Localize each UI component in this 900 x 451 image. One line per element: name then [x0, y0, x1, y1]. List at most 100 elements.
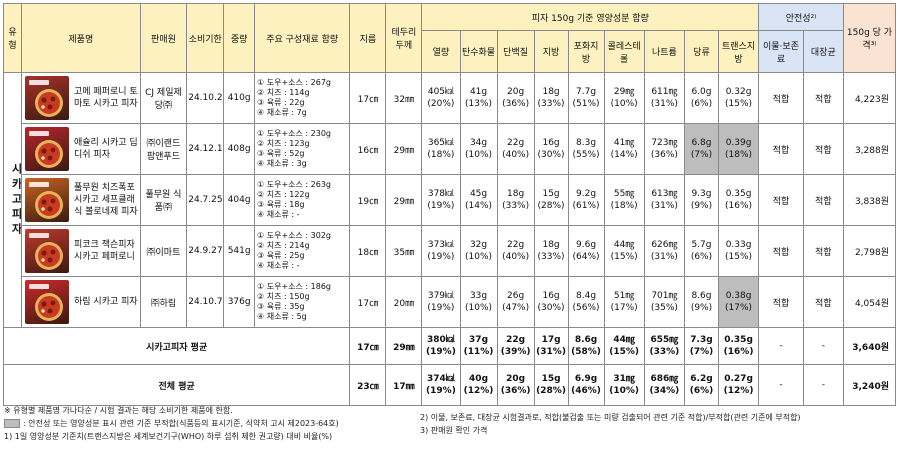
total-cal: 374㎉ (19%) [421, 364, 461, 406]
diameter: 17㎝ [349, 72, 387, 124]
nutrient-sugar: 6.8g (7%) [684, 123, 719, 175]
nutrient-sodium: 723㎎ (36%) [643, 123, 686, 175]
expiry: 24.9.27. [186, 225, 225, 277]
nutrient-cal: 373㎉ (19%) [421, 225, 461, 277]
nutrient-trans: 0.38g (17%) [717, 276, 760, 328]
header-ingredients: 주요 구성재료 함량 [254, 3, 351, 73]
product-name-cell: 피코크 잭슨피자 시카고 페퍼로니 [21, 225, 141, 277]
weight: 541g [223, 225, 256, 277]
ingredient-line: ③ 육류 : 25g [257, 251, 305, 260]
nutrient-carb: 32g (10%) [459, 225, 498, 277]
crust: 32㎜ [385, 72, 423, 124]
header-calories: 열량 [421, 30, 461, 73]
weight: 410g [223, 72, 256, 124]
header-sodium: 나트륨 [643, 30, 686, 73]
note-3: 3) 판매원 확인 가격 [420, 426, 488, 435]
nutrient-sat: 9.2g (61%) [567, 174, 605, 226]
ingredient-line: ① 도우+소스 : 230g [257, 129, 332, 138]
nutrient-sodium: 626㎎ (31%) [643, 225, 686, 277]
nutrient-trans: 0.39g (18%) [717, 123, 760, 175]
product-thumbnail [25, 76, 69, 120]
avg-chol: 44㎎ (15%) [603, 327, 645, 365]
nutrient-fat: 16g (30%) [533, 123, 569, 175]
ingredients: ① 도우+소스 : 186g ② 치즈 : 150g ③ 육류 : 35g ④ 채소류… [254, 276, 351, 328]
ingredient-line: ③ 육류 : 18g [257, 200, 305, 209]
nutrient-cal: 379㎉ (19%) [421, 276, 461, 328]
header-cholesterol: 콜레스테롤 [603, 30, 645, 73]
nutrient-protein: 22g (40%) [496, 123, 535, 175]
foreign-result: 적합 [758, 123, 804, 175]
header-seller: 판매원 [139, 3, 188, 73]
nutrient-sugar: 6.0g (6%) [684, 72, 719, 124]
coliform-result: 적합 [802, 276, 844, 328]
diameter: 18㎝ [349, 225, 387, 277]
expiry: 24.10.2. [186, 72, 225, 124]
nutrient-fat: 18g (33%) [533, 72, 569, 124]
product-thumbnail [25, 178, 69, 222]
product-rows: 시카고피자 고메 페퍼로니 토마토 시카고 피자 CJ 제일제당㈜ 24.10.2.… [3, 72, 897, 328]
product-name: 애슐리 시카고 딥디쉬 피자 [74, 138, 138, 160]
crust: 20㎜ [385, 276, 423, 328]
product-row: 풀무원 치즈폭포시카고 세프클래식 볼로네제 피자 풀무원 식품㈜ 24.7.25.… [4, 174, 897, 226]
nutrient-sodium: 611㎎ (31%) [643, 72, 686, 124]
avg-sat: 8.6g (58%) [567, 327, 605, 365]
total-sat: 6.9g (46%) [567, 364, 605, 406]
ingredient-line: ③ 육류 : 52g [257, 149, 305, 158]
product-thumbnail [25, 280, 69, 324]
ingredient-line: ④ 채소류 : - [257, 261, 300, 270]
nutrient-sat: 9.6g (64%) [567, 225, 605, 277]
seller: ㈜이마트 [139, 225, 188, 277]
diameter: 17㎝ [349, 276, 387, 328]
total-coli: - [802, 364, 844, 406]
ingredient-line: ① 도우+소스 : 302g [257, 231, 332, 240]
price: 4,223원 [842, 72, 897, 124]
foreign-result: 적합 [758, 276, 804, 328]
nutrient-carb: 45g (14%) [459, 174, 498, 226]
header-sugar: 당류 [684, 30, 719, 73]
nutrient-sat: 7.7g (51%) [567, 72, 605, 124]
price: 4,054원 [842, 276, 897, 328]
foreign-result: 적합 [758, 174, 804, 226]
nutrient-protein: 20g (36%) [496, 72, 535, 124]
product-row: 시카고피자 고메 페퍼로니 토마토 시카고 피자 CJ 제일제당㈜ 24.10.2.… [3, 72, 897, 328]
total-fat: 15g (28%) [533, 364, 569, 406]
nutrient-fat: 15g (28%) [533, 174, 569, 226]
total-protein: 20g (36%) [496, 364, 535, 406]
seller: 풀무원 식품㈜ [139, 174, 188, 226]
avg-coli: - [802, 327, 844, 365]
avg-sugar: 7.3g (7%) [684, 327, 719, 365]
chicago-average-label: 시카고피자 평균 [2, 327, 351, 365]
nutrient-chol: 51㎎ (17%) [603, 276, 645, 328]
nutrient-fat: 16g (30%) [533, 276, 569, 328]
header-transfat: 트랜스지방 [717, 30, 760, 73]
nutrient-sodium: 701㎎ (35%) [643, 276, 686, 328]
avg-cal: 380㎉ (19%) [421, 327, 461, 365]
nutrient-chol: 55㎎ (18%) [603, 174, 645, 226]
nutrient-protein: 26g (47%) [496, 276, 535, 328]
diameter: 16㎝ [349, 123, 387, 175]
header-type: 유형 [3, 3, 22, 73]
ingredient-line: ② 치즈 : 123g [257, 139, 310, 148]
nutrient-chol: 41㎎ (14%) [603, 123, 645, 175]
price: 3,838원 [842, 174, 897, 226]
foreign-result: 적합 [758, 72, 804, 124]
product-thumbnail [25, 127, 69, 171]
product-name: 고메 페퍼로니 토마토 시카고 피자 [74, 87, 138, 109]
header-fat: 지방 [533, 30, 569, 73]
crust: 35㎜ [385, 225, 423, 277]
nutrient-trans: 0.33g (15%) [717, 225, 760, 277]
total-trans: 0.27g (12%) [717, 364, 760, 406]
avg-protein: 22g (39%) [496, 327, 535, 365]
nutrient-trans: 0.35g (16%) [717, 174, 760, 226]
nutrient-sugar: 8.6g (9%) [684, 276, 719, 328]
seller: ㈜하림 [139, 276, 188, 328]
avg-carb: 37g (11%) [459, 327, 498, 365]
nutrient-cal: 378㎉ (19%) [421, 174, 461, 226]
coliform-result: 적합 [802, 123, 844, 175]
ingredient-line: ④ 채소류 : - [257, 210, 300, 219]
ingredients: ① 도우+소스 : 263g ② 치즈 : 122g ③ 육류 : 18g ④ 채소류… [254, 174, 351, 226]
header-protein: 단백질 [496, 30, 535, 73]
total-sugar: 6.2g (6%) [684, 364, 719, 406]
nutrient-sat: 8.4g (56%) [567, 276, 605, 328]
